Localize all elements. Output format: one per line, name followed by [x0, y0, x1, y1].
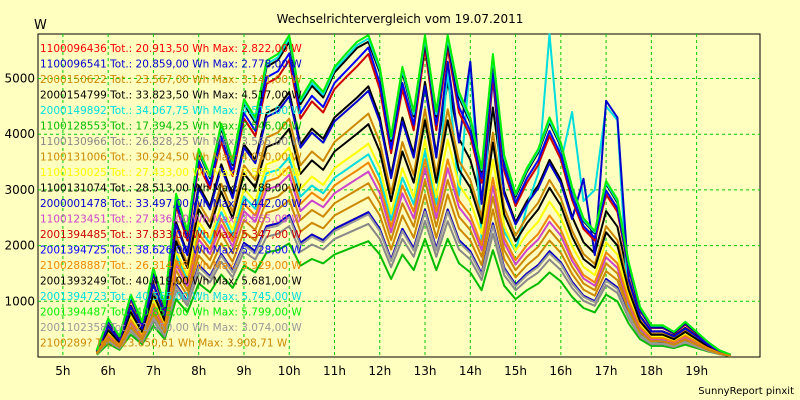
footer-credit: SunnyReport pinxit: [698, 386, 794, 397]
x-tick-label-0: 5h: [55, 364, 70, 378]
x-tick-label-6: 11h: [323, 364, 346, 378]
legend-entry-14: 2100288887 Tot.: 26.314,95 Wh Max: 3.929…: [40, 260, 302, 272]
legend-entry-3: 2000154799 Tot.: 33.823,50 Wh Max: 4.517…: [40, 90, 302, 102]
y-tick-label-0: 1000: [4, 294, 35, 308]
x-tick-label-7: 12h: [368, 364, 391, 378]
legend-entry-9: 1100131074 Tot.: 28.513,00 Wh Max: 4.188…: [40, 183, 302, 195]
legend-entry-13: 2001394725 Tot.: 38.626,00 Wh Max: 5.728…: [40, 245, 302, 257]
legend-entry-11: 1100123451 Tot.: 27.436,00 Wh Max: 3.565…: [40, 214, 302, 226]
series-line-19: [96, 193, 731, 357]
series-line-18: [96, 210, 731, 357]
series-group: [95, 33, 731, 358]
x-tick-label-1: 6h: [101, 364, 116, 378]
legend-entry-15: 2001393249 Tot.: 40.419,00 Wh Max: 5.681…: [40, 276, 302, 288]
legend-entry-2: 2000150622 Tot.: 23.567,00 Wh Max: 3.141…: [40, 74, 302, 86]
legend-entry-7: 1100131006 Tot.: 30.924,50 Wh Max: 4.050…: [40, 152, 302, 164]
legend-entry-16: 2001394723 Tot.: 40.565,00 Wh Max: 5.745…: [40, 291, 302, 303]
x-tick-label-13: 18h: [640, 364, 663, 378]
x-tick-label-9: 14h: [459, 364, 482, 378]
legend-entry-10: 2000001478 Tot.: 33.497,00 Wh Max: 4.442…: [40, 198, 302, 210]
x-tick-label-8: 13h: [414, 364, 437, 378]
series-line-10: [95, 60, 731, 357]
series-line-17: [95, 34, 731, 356]
series-line-2: [95, 178, 731, 357]
series-line-9: [95, 119, 731, 357]
y-axis-label: W: [34, 18, 47, 33]
x-tick-labels: 5h 6h 7h 8h 9h 10h 11h 12h 13h 14h 15h 16h 17h 18h 19h: [55, 364, 708, 378]
series-line-7: [95, 108, 731, 357]
series-line-14: [95, 158, 731, 357]
chart-title: Wechselrichtervergleich vom 19.07.2011: [277, 12, 524, 26]
y-tick-label-2: 3000: [4, 183, 35, 197]
y-tick-labels: 1000 2000 3000 4000 5000: [4, 72, 35, 309]
x-tick-label-14: 19h: [685, 364, 708, 378]
x-tick-label-11: 16h: [549, 364, 572, 378]
series-line-5: [96, 237, 731, 358]
x-tick-label-10: 15h: [504, 364, 527, 378]
x-tick-label-2: 7h: [146, 364, 161, 378]
legend: 1100096436 Tot.: 20.913,50 Wh Max: 2.822…: [40, 43, 302, 350]
x-tick-label-5: 10h: [278, 364, 301, 378]
legend-entry-17: 2001394487 Tot.: 40.855,00 Wh Max: 5.799…: [40, 307, 302, 319]
legend-entry-1: 1100096541 Tot.: 20.859,00 Wh Max: 2.778…: [40, 59, 302, 71]
legend-entry-18: 2001102358 Tot.: 21.450,00 Wh Max: 3.074…: [40, 322, 302, 334]
legend-entry-12: 2001394485 Tot.: 37.833,00 Wh Max: 5.347…: [40, 229, 302, 241]
legend-entry-6: 1100130966 Tot.: 26.828,25 Wh Max: 3.565…: [40, 136, 302, 148]
x-tick-label-4: 9h: [236, 364, 251, 378]
x-tick-label-12: 17h: [595, 364, 618, 378]
series-line-8: [95, 138, 731, 357]
legend-entry-0: 1100096436 Tot.: 20.913,50 Wh Max: 2.822…: [40, 43, 302, 55]
legend-entry-19: 2100289? Tot.: 23.650,61 Wh Max: 3.908,7…: [40, 338, 288, 350]
x-tick-label-3: 8h: [191, 364, 206, 378]
series-line-6: [96, 220, 731, 357]
y-tick-label-3: 4000: [4, 127, 35, 141]
legend-entry-8: 1100130025 Tot.: 27.433,00 Wh Max: 3.565…: [40, 167, 302, 179]
y-tick-label-1: 2000: [4, 239, 35, 253]
legend-entry-5: 1100128553 Tot.: 17.394,25 Wh Max: 2.546…: [40, 121, 302, 133]
y-tick-label-4: 5000: [4, 72, 35, 86]
legend-entry-4: 2000149892 Tot.: 34.067,75 Wh Max: 4.515…: [40, 105, 302, 117]
